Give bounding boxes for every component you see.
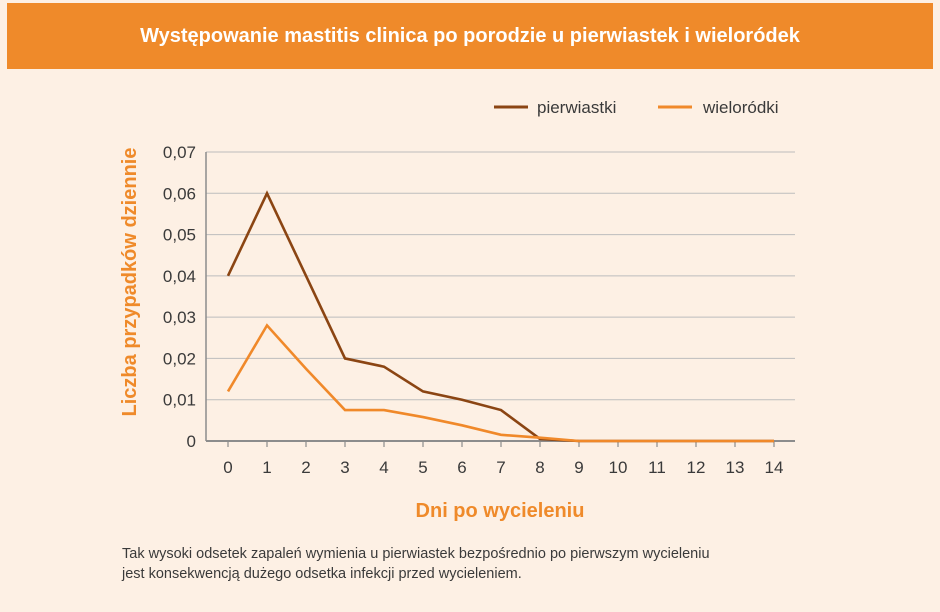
x-tick-label: 6 xyxy=(457,458,466,477)
x-tick-label: 10 xyxy=(609,458,628,477)
x-tick-label: 4 xyxy=(379,458,388,477)
y-axis-title: Liczba przypadków dziennie xyxy=(119,148,141,417)
legend-label-0: pierwiastki xyxy=(537,98,616,117)
y-tick-label: 0,06 xyxy=(163,184,196,203)
y-tick-label: 0,01 xyxy=(163,391,196,410)
x-tick-label: 5 xyxy=(418,458,427,477)
x-tick-label: 13 xyxy=(726,458,745,477)
y-tick-label: 0,03 xyxy=(163,308,196,327)
x-tick-label: 8 xyxy=(535,458,544,477)
y-tick-label: 0,02 xyxy=(163,349,196,368)
x-tick-label: 11 xyxy=(648,458,666,477)
x-axis-title: Dni po wycieleniu xyxy=(416,500,585,522)
legend-label-1: wieloródki xyxy=(702,98,779,117)
caption-line-1: Tak wysoki odsetek zapaleń wymienia u pi… xyxy=(122,546,710,562)
y-tick-label: 0,04 xyxy=(163,267,196,286)
y-tick-label: 0,07 xyxy=(163,143,196,162)
gridlines xyxy=(206,151,795,401)
caption: Tak wysoki odsetek zapaleń wymienia u pi… xyxy=(122,544,842,584)
chart-title: Występowanie mastitis clinica po porodzi… xyxy=(140,24,800,47)
x-tick-label: 14 xyxy=(765,458,784,477)
x-tick-label: 0 xyxy=(223,458,232,477)
series-line-1 xyxy=(226,323,774,443)
caption-line-2: jest konsekwencją dużego odsetka infekcj… xyxy=(122,566,522,582)
series-lines xyxy=(226,190,774,443)
x-tick-label: 3 xyxy=(340,458,349,477)
y-tick-label: 0 xyxy=(187,432,196,451)
x-tick-label: 1 xyxy=(262,458,271,477)
y-tick-label: 0,05 xyxy=(163,226,196,245)
title-bar: Występowanie mastitis clinica po porodzi… xyxy=(7,3,933,69)
axes xyxy=(205,152,795,447)
x-tick-label: 12 xyxy=(687,458,706,477)
x-tick-label: 7 xyxy=(496,458,505,477)
legend: pierwiastki wieloródki xyxy=(494,98,779,117)
tick-labels: 00,010,020,030,040,050,060,070 1 2 3 4 5 6 7 8 9 1… xyxy=(163,143,784,477)
x-tick-label: 9 xyxy=(574,458,583,477)
x-tick-label: 2 xyxy=(301,458,310,477)
